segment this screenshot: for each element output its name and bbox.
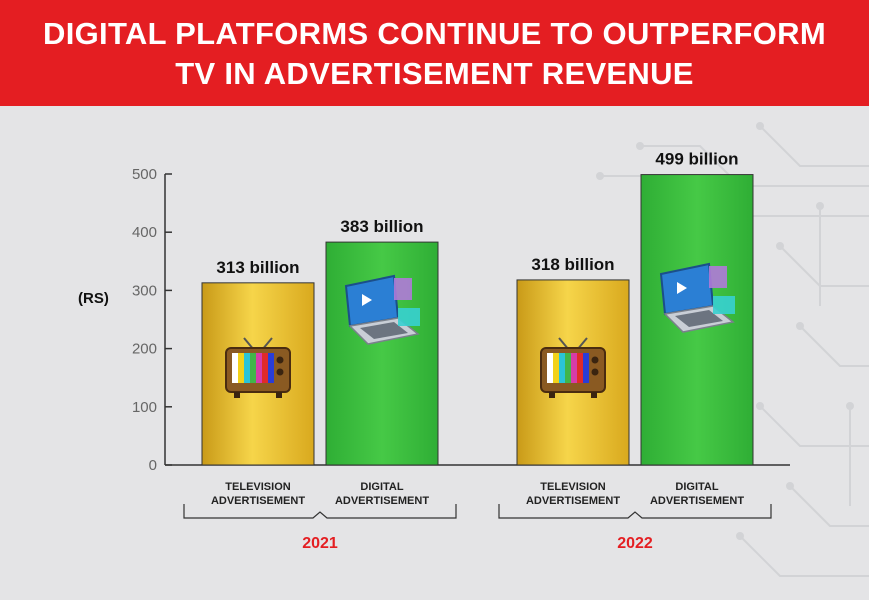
y-tick-label: 300 <box>132 282 157 299</box>
bar-value-label: 318 billion <box>531 255 614 274</box>
category-label: ADVERTISEMENT <box>650 495 744 507</box>
y-axis-label: (RS) <box>78 290 109 307</box>
y-tick-label: 0 <box>149 457 157 474</box>
category-label: TELEVISION <box>540 481 605 493</box>
bars <box>201 174 754 466</box>
y-tick-label: 100 <box>132 399 157 416</box>
y-tick-label: 200 <box>132 341 157 358</box>
y-tick-label: 500 <box>132 166 157 183</box>
circuit-background-decoration <box>596 122 869 577</box>
category-label: ADVERTISEMENT <box>211 495 305 507</box>
laptop-icon <box>659 262 735 333</box>
y-tick-label: 400 <box>132 224 157 241</box>
group-bracket <box>183 504 457 519</box>
year-label: 2021 <box>302 535 338 552</box>
bar-value-label: 313 billion <box>216 258 299 277</box>
category-label: ADVERTISEMENT <box>335 495 429 507</box>
bar-value-label: 383 billion <box>340 217 423 236</box>
tv-icon <box>225 337 291 398</box>
group-bracket <box>498 504 772 519</box>
category-label: DIGITAL <box>675 481 718 493</box>
category-label: TELEVISION <box>225 481 290 493</box>
laptop-icon <box>344 274 420 345</box>
bar-value-label: 499 billion <box>655 150 738 169</box>
tv-icon <box>540 337 606 398</box>
labels: 313 billion TELEVISION ADVERTISEMENT 383 bi… <box>183 150 772 552</box>
year-label: 2022 <box>617 535 653 552</box>
category-label: ADVERTISEMENT <box>526 495 620 507</box>
chart-title-line-1: DIGITAL PLATFORMS CONTINUE TO OUTPERFORM <box>43 16 826 51</box>
chart-title-line-2: TV IN ADVERTISEMENT REVENUE <box>175 56 694 91</box>
category-label: DIGITAL <box>360 481 403 493</box>
digital-bar <box>325 241 439 466</box>
title-banner: DIGITAL PLATFORMS CONTINUE TO OUTPERFORM… <box>0 0 869 106</box>
